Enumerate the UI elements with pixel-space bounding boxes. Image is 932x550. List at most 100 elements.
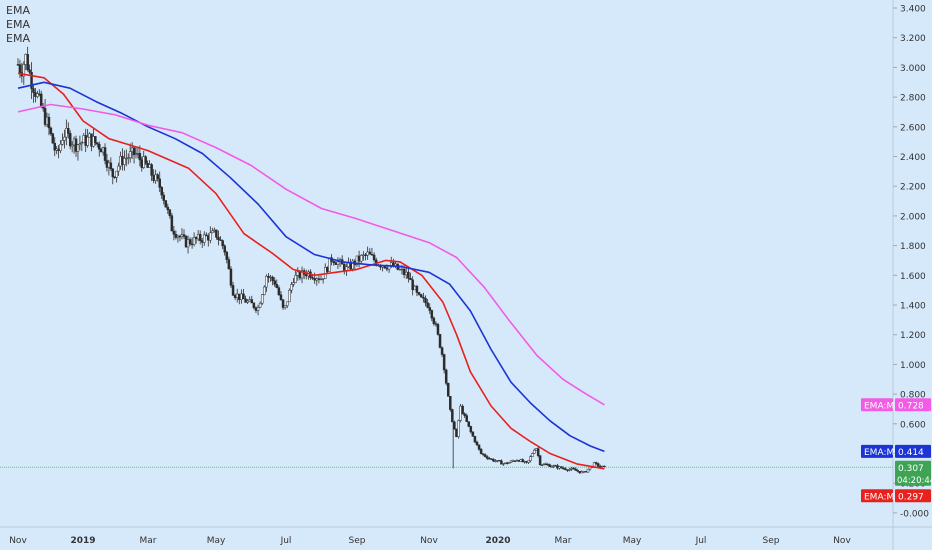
ema-pink-name-badge: EMA:MA [861, 398, 901, 412]
candle [59, 140, 62, 154]
candle-body [432, 317, 436, 324]
candle-body [304, 274, 308, 277]
candle-body [97, 143, 101, 150]
candle [372, 252, 376, 263]
legend-item-ema-1[interactable]: EMA [6, 4, 30, 17]
candle-body [128, 151, 132, 159]
candle [217, 230, 220, 246]
candle [61, 133, 64, 146]
candle [326, 266, 329, 274]
candle-body [170, 215, 174, 232]
candle-body [471, 431, 475, 437]
candle-body [349, 262, 352, 270]
candle [103, 143, 107, 165]
candle [457, 419, 460, 439]
candle-body [225, 251, 229, 260]
candle [256, 304, 260, 316]
candle-body [370, 253, 374, 256]
candle-body [438, 334, 442, 348]
candle [538, 454, 542, 466]
candle-body [586, 468, 590, 473]
legend-item-ema-3[interactable]: EMA [6, 32, 30, 45]
candle-body [296, 271, 300, 276]
candle [70, 141, 74, 153]
candle-body [436, 324, 440, 335]
ema-pink-name-badge-bg [861, 398, 893, 412]
x-tick-label: May [623, 536, 642, 546]
candle-body [258, 302, 262, 308]
candle-body [36, 93, 39, 97]
ema-blue-line[interactable] [17, 81, 605, 453]
candle-body [68, 133, 72, 147]
candle [449, 396, 452, 412]
candle-body [413, 286, 417, 291]
candle-body [389, 262, 393, 266]
candle-body [39, 93, 43, 107]
candle [158, 171, 161, 193]
ema-blue-value-badge-bg [895, 444, 931, 458]
candle [144, 155, 147, 165]
candle-body [533, 449, 536, 454]
candle [404, 266, 408, 279]
candle-body [574, 468, 577, 471]
candle [584, 470, 588, 473]
candle [225, 250, 229, 264]
candle [68, 130, 72, 150]
candle-body [457, 420, 460, 438]
candle-body [317, 278, 321, 280]
x-tick-label: May [207, 536, 226, 546]
candle-body [315, 278, 319, 281]
y-tick-label: 2.600 [900, 123, 926, 133]
indicator-legend: EMA EMA EMA [6, 4, 30, 46]
candle [76, 143, 80, 161]
legend-item-ema-2[interactable]: EMA [6, 18, 30, 31]
candle [428, 303, 432, 314]
candle-body [281, 299, 285, 308]
candle [244, 295, 247, 303]
candle-body [455, 428, 458, 438]
candle-body [326, 267, 329, 272]
candle-body [584, 471, 588, 473]
candle-body [467, 421, 471, 427]
y-tick-label: 1.200 [900, 331, 926, 341]
candle [446, 382, 450, 397]
candle [172, 225, 176, 241]
candle-body [43, 107, 47, 125]
candle-body [603, 465, 606, 468]
candle-body [246, 300, 249, 303]
candle-body [507, 462, 511, 464]
candle [568, 467, 571, 472]
y-tick-label: 1.000 [900, 361, 926, 371]
candle-body [176, 235, 180, 238]
candle [469, 425, 473, 434]
ema-pink-line[interactable] [17, 103, 605, 406]
candle-body [548, 464, 552, 467]
candle-body [260, 294, 264, 304]
x-tick-label: Mar [140, 536, 157, 546]
candle [560, 466, 563, 469]
candle-body [164, 200, 168, 208]
candle-body [190, 243, 194, 245]
candle [213, 227, 216, 233]
candle-body [233, 295, 237, 299]
candle [205, 232, 208, 237]
candle [219, 236, 222, 241]
candle-body [529, 456, 532, 462]
candle-body [178, 235, 182, 238]
candle-body [184, 236, 188, 248]
candle-body [70, 144, 74, 147]
ema-red-value-badge: 0.297 [895, 489, 931, 503]
candle [586, 468, 590, 473]
candle-body [285, 301, 289, 306]
candle [127, 153, 130, 165]
candle-body [229, 268, 233, 286]
candle-body [486, 456, 489, 459]
candle-body [417, 292, 421, 295]
candle-body [162, 194, 166, 201]
y-tick-label: 2.800 [900, 94, 926, 104]
candle [283, 305, 287, 310]
x-tick-label: Sep [763, 536, 780, 546]
candle-body [453, 421, 456, 430]
ema-red-line[interactable] [17, 72, 605, 470]
